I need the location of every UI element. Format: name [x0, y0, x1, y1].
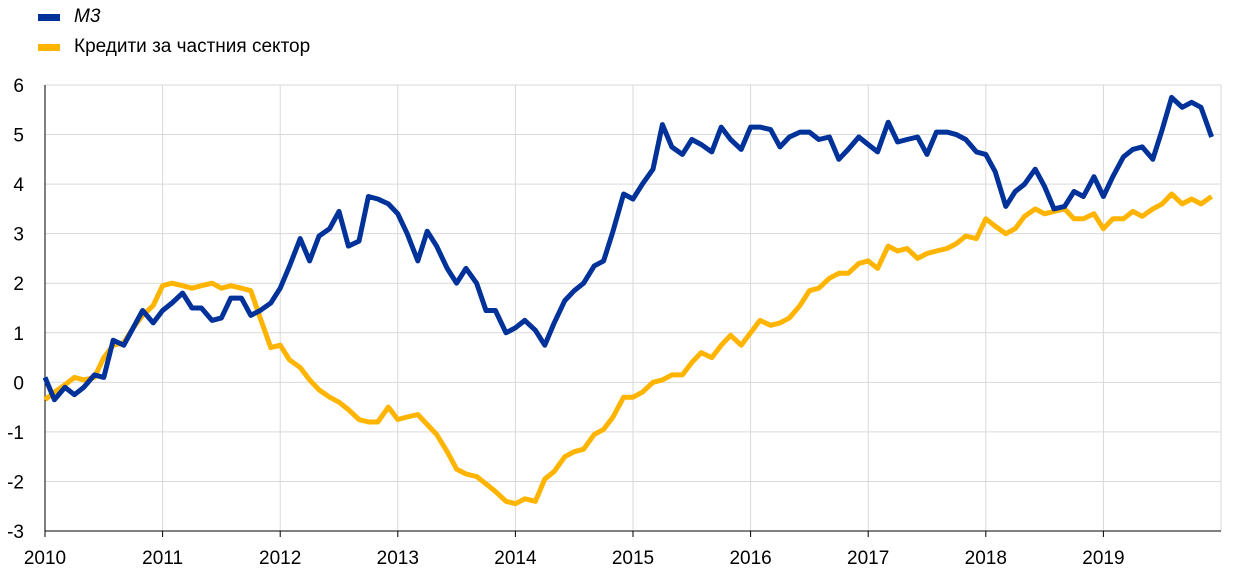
- legend-item-private-credit: Кредити за частния сектор: [38, 32, 310, 62]
- x-tick-label: 2015: [612, 548, 654, 569]
- y-tick-label: 6: [13, 76, 24, 97]
- y-tick-label: -3: [7, 522, 24, 543]
- legend-swatch-private-credit: [38, 43, 60, 51]
- y-tick-label: -1: [7, 423, 24, 444]
- y-tick-label: 0: [13, 373, 24, 394]
- series-line-private-credit: [43, 191, 1214, 507]
- legend: М3 Кредити за частния сектор: [38, 2, 310, 62]
- x-tick-label: 2010: [24, 548, 66, 569]
- y-tick-label: -2: [7, 472, 24, 493]
- y-tick-label: 4: [13, 175, 24, 196]
- x-tick-label: 2011: [142, 548, 183, 569]
- legend-label-private-credit: Кредити за частния сектор: [74, 36, 311, 57]
- legend-label-m3: М3: [74, 6, 101, 27]
- x-tick-label: 2019: [1082, 548, 1124, 569]
- y-tick-label: 2: [13, 274, 24, 295]
- x-tick-label: 2016: [729, 548, 771, 569]
- legend-swatch-m3: [38, 13, 60, 21]
- y-tick-label: 3: [13, 225, 24, 246]
- x-tick-label: 2018: [965, 548, 1007, 569]
- series-lines: [42, 94, 1214, 507]
- x-tick-labels: 2010 2011 2012 2013 2014 2015 2016 2017 2018 2019: [24, 548, 1125, 569]
- x-tick-label: 2017: [847, 548, 889, 569]
- axes: [44, 85, 1221, 537]
- legend-item-m3: М3: [38, 2, 310, 32]
- x-tick-label: 2012: [259, 548, 301, 569]
- y-tick-label: 5: [13, 126, 24, 147]
- grid-lines: [44, 84, 1222, 532]
- y-tick-labels: 6 5 4 3 2 1 0 -1 -2 -3: [7, 76, 24, 543]
- series-line-m3: [42, 94, 1214, 403]
- x-tick-label: 2013: [377, 548, 419, 569]
- x-tick-label: 2014: [494, 548, 537, 569]
- y-tick-label: 1: [13, 324, 24, 345]
